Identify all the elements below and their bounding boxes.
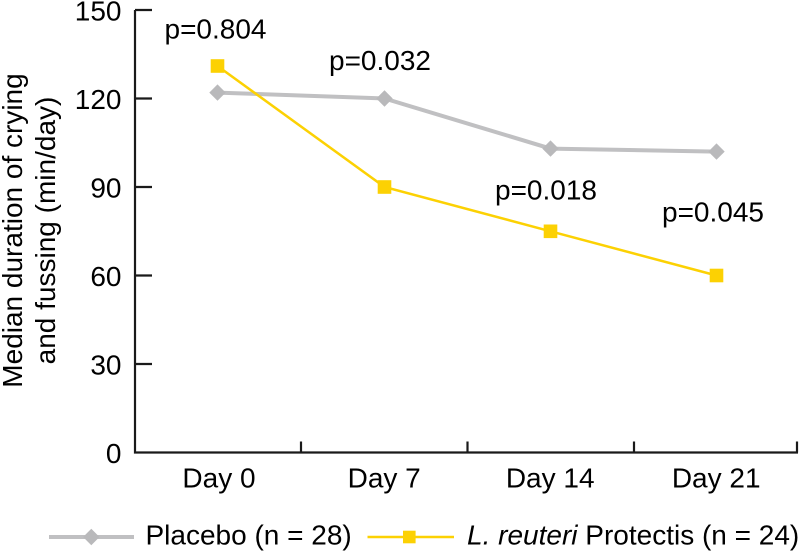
svg-text:0: 0 — [106, 438, 122, 469]
svg-text:Day 7: Day 7 — [348, 463, 421, 494]
svg-text:p=0.032: p=0.032 — [329, 45, 431, 76]
svg-text:30: 30 — [90, 349, 121, 380]
svg-text:Day 21: Day 21 — [672, 463, 761, 494]
svg-text:Placebo (n = 28): Placebo (n = 28) — [146, 520, 352, 551]
svg-text:60: 60 — [90, 261, 121, 292]
svg-text:150: 150 — [75, 0, 122, 26]
svg-text:Day 0: Day 0 — [182, 463, 255, 494]
svg-text:90: 90 — [90, 172, 121, 203]
svg-text:p=0.018: p=0.018 — [495, 175, 597, 206]
svg-text:p=0.045: p=0.045 — [662, 197, 764, 228]
svg-text:120: 120 — [75, 84, 122, 115]
svg-text:and fussing (min/day): and fussing (min/day) — [30, 97, 61, 365]
svg-text:L. reuteri Protectis (n = 24): L. reuteri Protectis (n = 24) — [467, 520, 799, 551]
svg-text:Day 14: Day 14 — [506, 463, 595, 494]
svg-text:Median duration of crying: Median duration of crying — [0, 73, 28, 387]
svg-text:p=0.804: p=0.804 — [165, 14, 267, 45]
